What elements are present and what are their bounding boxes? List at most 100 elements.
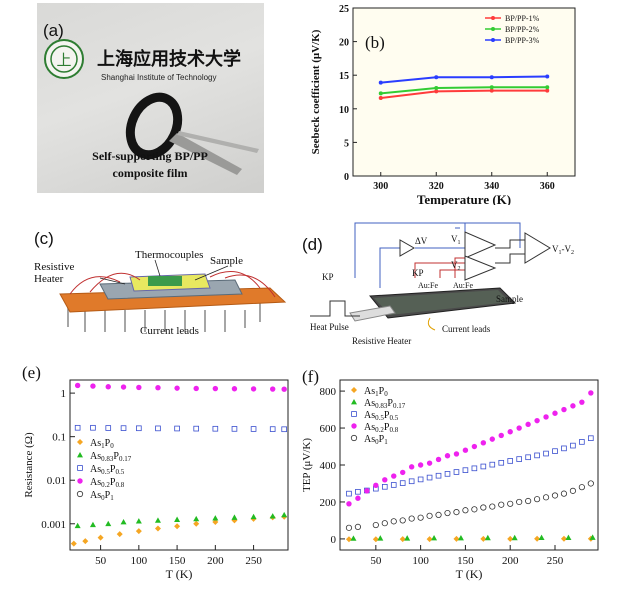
xtick-label-f: 250: [547, 555, 564, 567]
ytick-label-f: 800: [320, 386, 337, 398]
data-point-e: [70, 540, 77, 547]
legend-label-e: As0.2P0.8: [90, 477, 125, 489]
data-point-f: [534, 535, 541, 542]
data-point-e: [82, 538, 89, 545]
data-point-f: [444, 453, 451, 459]
data-point-f: [457, 534, 464, 541]
university-seal-logo: 上: [44, 39, 84, 79]
ytick-label-b: 0: [344, 172, 349, 183]
panel-e: (e) 0.001 0.01 0.1 1 50 100 150 200 250 T (K) Resis…: [20, 360, 295, 588]
data-point-f: [408, 464, 415, 470]
aufe-label-2: Au:Fe: [453, 281, 473, 290]
legend-label-b: BP/PP-1%: [505, 14, 540, 23]
data-point-f: [355, 495, 361, 501]
resistive-heater-block: [349, 305, 396, 322]
data-point-f: [525, 454, 531, 461]
data-point-f: [417, 476, 424, 483]
data-point-f: [390, 482, 397, 488]
data-point-e: [193, 520, 200, 527]
data-point-f: [404, 535, 411, 541]
current-lead-wire: [427, 317, 436, 331]
university-name-cn: 上海应用技术大学: [97, 48, 241, 69]
legend-label-f: As0.83P0.17: [364, 398, 406, 410]
data-point-e: [154, 517, 161, 523]
data-point-b: [378, 91, 383, 96]
data-point-e: [74, 522, 81, 529]
data-point-f: [435, 511, 442, 518]
panel-d: (d) ΔV V1 V2 V1-V2 KP KP Au:Fe Au:Fe: [300, 218, 600, 348]
data-point-b: [489, 75, 494, 80]
data-point-e: [212, 515, 219, 521]
data-point-f: [507, 535, 514, 542]
series-line-b: [380, 75, 548, 84]
data-point-f: [382, 477, 388, 483]
data-point-b: [489, 85, 494, 90]
data-point-f: [471, 465, 478, 472]
data-point-f: [355, 488, 361, 495]
film-roll-illustration: [125, 92, 259, 175]
data-point-f: [507, 500, 514, 507]
data-point-f: [426, 536, 433, 543]
data-point-e: [269, 426, 276, 432]
data-point-f: [516, 425, 522, 431]
y-axis-label-b: Seebeck coefficient (μV/K): [310, 29, 322, 154]
data-point-f: [560, 535, 567, 542]
xtick-label-e: 150: [169, 555, 186, 567]
measurement-circuit-schematic: (d) ΔV V1 V2 V1-V2 KP KP Au:Fe Au:Fe: [302, 222, 574, 346]
legend-marker-e: [77, 439, 83, 445]
data-point-f: [498, 501, 505, 508]
data-point-f: [543, 414, 549, 420]
data-point-f: [381, 484, 388, 490]
data-point-f: [578, 484, 585, 491]
data-point-f: [372, 521, 379, 529]
data-point-f: [588, 435, 594, 442]
data-point-e: [174, 516, 181, 522]
data-point-f: [400, 469, 406, 476]
panel-a-photo: (a) 上 上海应用技术大学 Shanghai Institute of Tec…: [37, 3, 264, 193]
data-point-f: [399, 480, 406, 486]
legend-label-b: BP/PP-2%: [505, 25, 540, 34]
data-point-b: [378, 96, 383, 101]
data-point-f: [534, 452, 540, 459]
data-point-e: [231, 517, 238, 524]
legend-marker-e: [77, 465, 83, 471]
legend-marker-b: [491, 27, 495, 31]
xtick-label-f: 50: [370, 555, 382, 567]
data-point-e: [89, 521, 96, 528]
data-point-f: [589, 534, 596, 540]
v1-label: V1: [451, 234, 461, 246]
kp-mid-label: KP: [412, 268, 424, 278]
ytick-label-e: 0.01: [47, 475, 66, 487]
ytick-label-e: 0.1: [52, 432, 66, 444]
current-leads-label: Current leads: [140, 325, 199, 337]
ytick-label-b: 25: [339, 4, 349, 15]
data-point-f: [534, 417, 540, 424]
data-point-f: [480, 440, 487, 446]
data-point-f: [444, 509, 451, 517]
data-point-f: [471, 443, 478, 450]
panel-e-label: (e): [22, 363, 41, 382]
data-point-e: [269, 513, 276, 519]
data-point-f: [507, 458, 514, 464]
data-point-f: [570, 403, 576, 409]
current-leads-label-d: Current leads: [442, 324, 491, 334]
data-point-e: [281, 386, 287, 392]
ytick-label-b: 5: [344, 138, 349, 149]
series-line-b: [380, 89, 548, 100]
xtick-label-b: 340: [484, 181, 499, 192]
legend-marker-f: [351, 423, 357, 429]
v2-label: V2: [451, 260, 461, 272]
data-point-e: [120, 384, 127, 390]
tep-chart: (f) 0 200 400 600 800 50 100 150 200 250 T (K) TEP (…: [301, 367, 599, 581]
data-point-e: [120, 518, 127, 525]
legend-label-f: As1P0: [364, 386, 388, 398]
data-point-e: [250, 426, 257, 432]
legend-marker-e: [77, 452, 83, 458]
ytick-label-b: 20: [339, 38, 349, 49]
data-point-f: [408, 515, 415, 522]
data-point-e: [120, 425, 127, 431]
ytick-label-f: 600: [320, 423, 337, 435]
data-point-f: [587, 480, 594, 487]
data-point-f: [480, 463, 487, 470]
seebeck-chart: (b) 0 5 10 15 20 25 300 320 340 360 Temperature (K)…: [310, 4, 576, 207]
